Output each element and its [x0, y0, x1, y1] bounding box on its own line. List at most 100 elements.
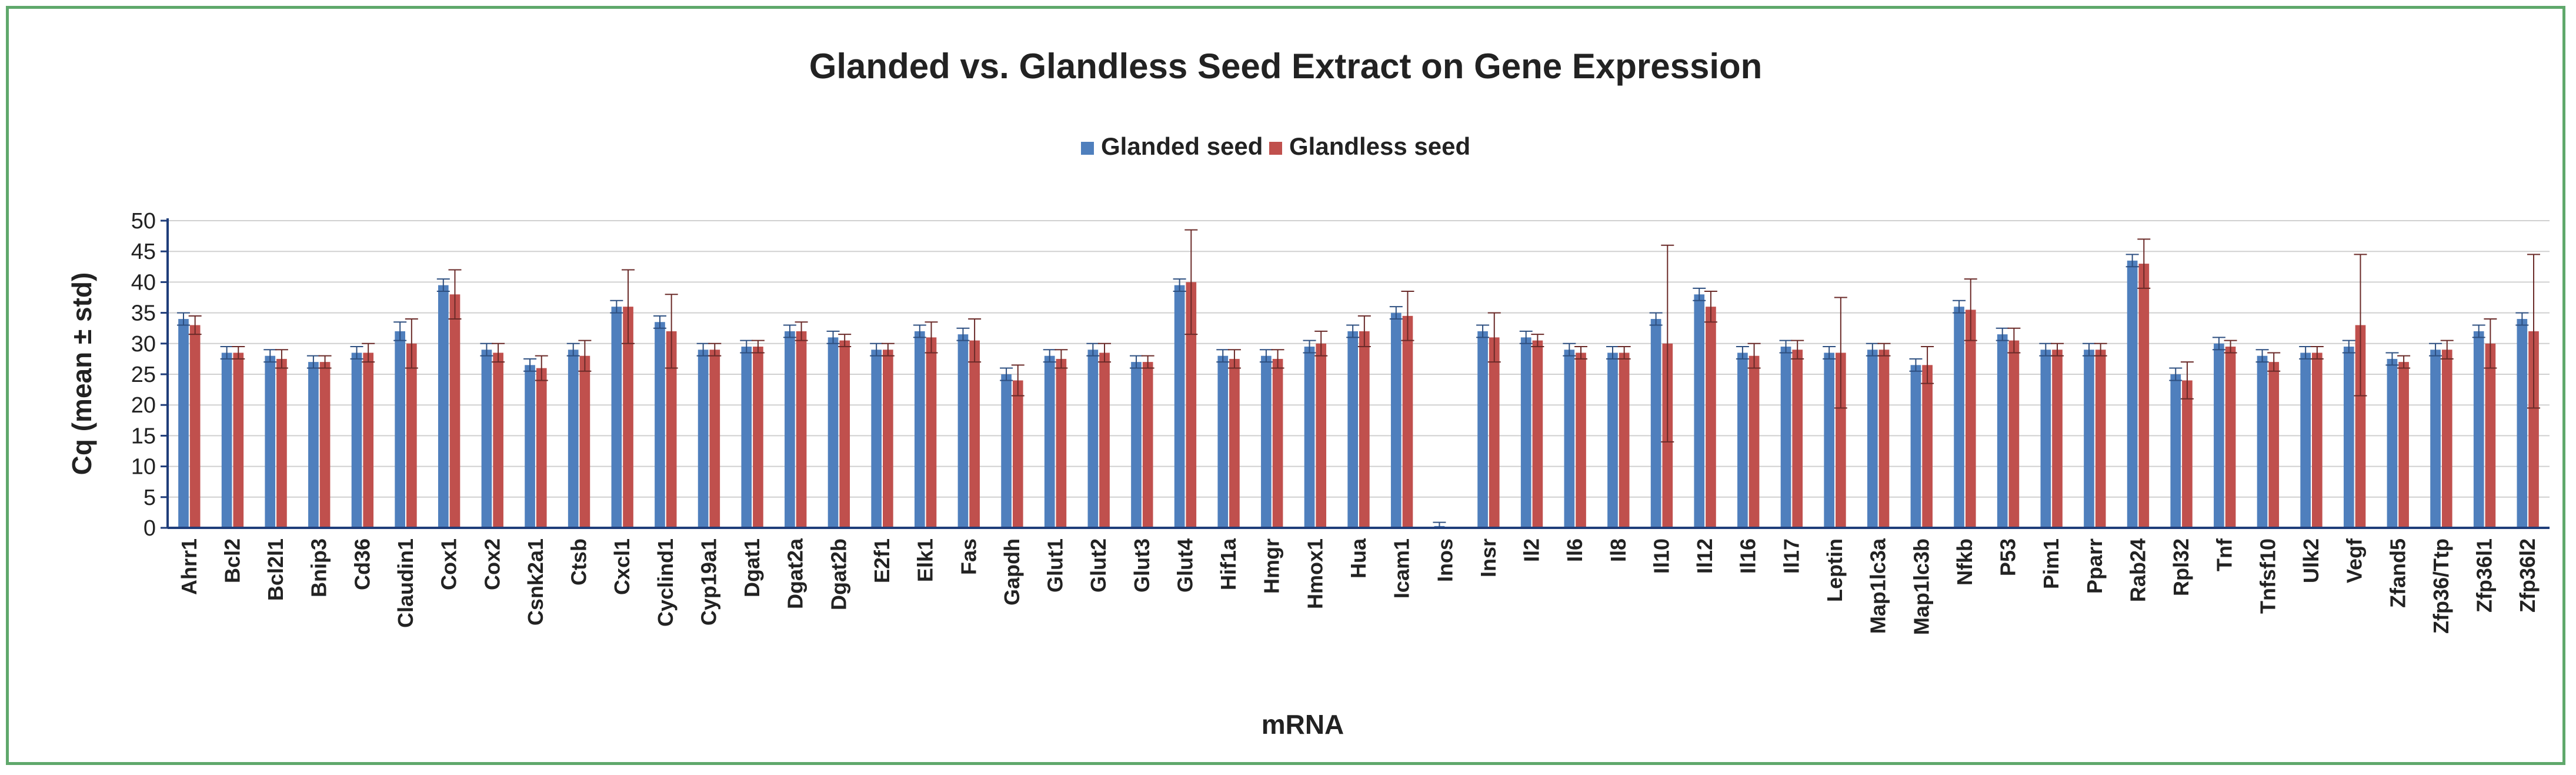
x-tick-label-hmox1: Hmox1: [1303, 538, 1327, 609]
bar-glanded-insr: [1477, 331, 1488, 528]
bar-glanded-zfp36l1: [2473, 331, 2484, 528]
legend: Glanded seed Glandless seed: [1081, 132, 1470, 160]
x-tick-label-glut3: Glut3: [1130, 538, 1154, 593]
bar-glandless-ahrr1: [189, 325, 201, 528]
y-tick-label-15: 15: [131, 424, 156, 448]
bar-glanded-dgat1: [741, 347, 752, 528]
y-tick-label-35: 35: [131, 301, 156, 326]
bar-glanded-dgat2b: [827, 337, 839, 528]
y-axis-ticks: 0 5 10 15 20 25 30 35 40 45 50: [131, 209, 168, 541]
bar-glandless-ctsb: [579, 355, 590, 528]
bar-glandless-pparr: [2095, 350, 2106, 528]
bar-glandless-p53: [2008, 340, 2020, 528]
x-tick-label-glut4: Glut4: [1173, 538, 1197, 593]
x-tick-label-tnfsf10: Tnfsf10: [2255, 538, 2280, 614]
x-tick-label-zfp36-ttp: Zfp36/Ttp: [2429, 538, 2453, 634]
x-tick-label-dgat1: Dgat1: [740, 538, 764, 597]
y-tick-label-0: 0: [144, 516, 156, 541]
bar-glanded-cyclind1: [655, 322, 665, 528]
bar-glanded-cd36: [351, 352, 362, 528]
bar-glandless-zfp36-ttp: [2441, 350, 2452, 528]
bar-glandless-il6: [1576, 352, 1586, 528]
bar-glanded-vegf: [2343, 347, 2354, 528]
x-tick-label-zfp36l2: Zfp36l2: [2515, 538, 2540, 613]
bar-glandless-zfp36l1: [2485, 343, 2496, 528]
bar-glandless-cox2: [493, 352, 503, 528]
x-tick-label-bcl2: Bcl2: [220, 538, 244, 583]
bar-glanded-glut2: [1087, 350, 1099, 528]
x-tick-label-csnk2a1: Csnk2a1: [523, 538, 548, 626]
bar-glanded-claudin1: [395, 331, 405, 528]
y-tick-label-20: 20: [131, 393, 156, 418]
x-tick-label-dgat2a: Dgat2a: [783, 538, 807, 609]
x-tick-label-cyp19a1: Cyp19a1: [696, 538, 720, 626]
x-axis-title: mRNA: [1262, 709, 1344, 740]
x-tick-label-tnf: Tnf: [2213, 538, 2237, 571]
bar-glandless-cyp19a1: [709, 350, 720, 528]
bar-glanded-icam1: [1390, 312, 1402, 528]
x-tick-label-cox1: Cox1: [437, 538, 461, 590]
bar-glanded-il17: [1780, 347, 1791, 528]
x-tick-label-bnip3: Bnip3: [307, 538, 331, 597]
bar-glanded-leptin: [1824, 352, 1834, 528]
y-tick-label-10: 10: [131, 455, 156, 480]
x-tick-label-inos: Inos: [1433, 538, 1457, 582]
x-tick-label-cox2: Cox2: [480, 538, 504, 590]
bar-glanded-zfp36-ttp: [2430, 350, 2441, 528]
bar-glandless-vegf: [2355, 325, 2366, 528]
x-axis-labels: Ahrr1 Bcl2 Bcl2l1 Bnip3 Cd36 Claudin1 Cox1 Cox2…: [177, 538, 2540, 635]
bar-glanded-csnk2a1: [525, 365, 535, 528]
bar-glandless-hmgr: [1272, 358, 1283, 528]
bar-glandless-claudin1: [406, 343, 417, 528]
bar-glanded-elk1: [914, 331, 925, 528]
x-tick-label-rpl32: Rpl32: [2169, 538, 2193, 596]
bar-glanded-ulk2: [2300, 352, 2311, 528]
bar-glandless-hua: [1359, 331, 1370, 528]
bar-glandless-glut2: [1099, 352, 1110, 528]
bar-glanded-ctsb: [568, 350, 579, 528]
x-tick-label-fas: Fas: [956, 538, 980, 575]
bar-glanded-pparr: [2084, 350, 2094, 528]
bar-glanded-bcl2: [221, 352, 232, 528]
bar-glanded-zfp36l2: [2517, 319, 2528, 528]
y-tick-label-50: 50: [131, 209, 156, 234]
bar-glandless-cxcl1: [623, 307, 633, 528]
legend-label-glandless: Glandless seed: [1289, 132, 1470, 160]
bar-glandless-il17: [1792, 350, 1803, 528]
x-tick-label-bcl2l1: Bcl2l1: [263, 538, 288, 601]
y-tick-label-40: 40: [131, 270, 156, 295]
bar-glanded-cox1: [438, 285, 449, 528]
x-tick-label-gapdh: Gapdh: [1000, 538, 1024, 606]
x-tick-label-zfand5: Zfand5: [2385, 538, 2410, 608]
bar-glandless-e2f1: [883, 350, 893, 528]
legend-swatch-glandless: [1269, 142, 1282, 155]
bar-glandless-tnf: [2225, 347, 2236, 528]
y-tick-label-25: 25: [131, 362, 156, 387]
bar-glandless-insr: [1489, 337, 1500, 528]
bar-glanded-tnfsf10: [2257, 355, 2268, 528]
bar-glandless-gapdh: [1012, 380, 1023, 528]
x-tick-label-cyclind1: Cyclind1: [653, 538, 678, 627]
bar-glanded-il2: [1520, 337, 1531, 528]
bar-glandless-nfkb: [1965, 310, 1976, 528]
bar-glanded-glut4: [1174, 285, 1185, 528]
x-tick-label-p53: P53: [1996, 538, 2020, 576]
bar-glanded-hif1a: [1217, 355, 1229, 528]
x-tick-label-glut1: Glut1: [1043, 538, 1067, 593]
bar-glanded-bnip3: [308, 362, 319, 528]
bar-glandless-leptin: [1836, 352, 1846, 528]
bar-glanded-hua: [1347, 331, 1358, 528]
bar-glandless-fas: [969, 340, 980, 528]
bar-glandless-rpl32: [2182, 380, 2193, 528]
bar-glandless-cyclind1: [666, 331, 677, 528]
bar-glandless-il16: [1749, 355, 1760, 528]
bar-glanded-dgat2a: [785, 331, 795, 528]
bar-glanded-fas: [957, 334, 969, 528]
chart-title: Glanded vs. Glandless Seed Extract on Ge…: [809, 46, 1763, 86]
bar-glanded-tnf: [2214, 343, 2224, 528]
bar-glanded-cxcl1: [611, 307, 622, 528]
bar-glandless-pim1: [2052, 350, 2063, 528]
bar-glandless-dgat2b: [839, 340, 850, 528]
x-tick-label-cd36: Cd36: [350, 538, 374, 590]
bar-glandless-map1lc3a: [1878, 350, 1890, 528]
